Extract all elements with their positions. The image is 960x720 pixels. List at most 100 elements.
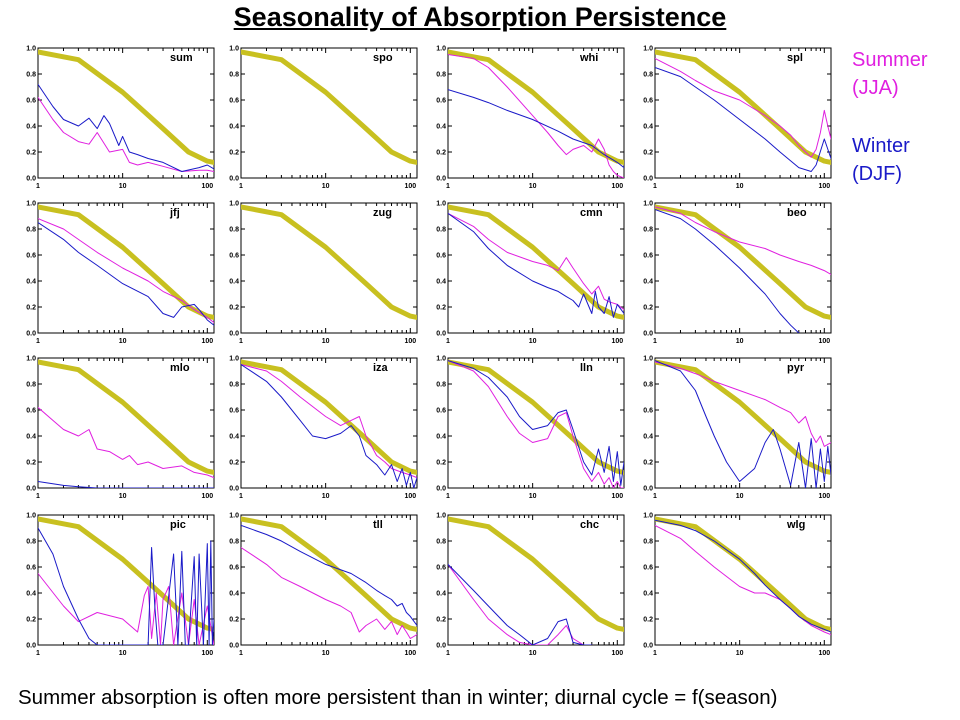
x-tick-label: 10	[529, 183, 537, 190]
y-tick-label: 0.0	[436, 176, 446, 183]
summer-line	[38, 406, 214, 479]
y-tick-label: 0.2	[436, 460, 446, 467]
panel-lln: 0.0 0.2 0.4 0.6 0.8 1.0 1 10 100 lln	[436, 356, 625, 500]
summer-line	[241, 547, 417, 639]
y-tick-label: 0.0	[643, 176, 653, 183]
y-tick-label: 0.6	[643, 98, 653, 105]
site-label-jfj: jfj	[169, 207, 180, 219]
x-tick-label: 1	[239, 183, 243, 190]
y-tick-label: 0.8	[26, 382, 36, 389]
y-tick-label: 0.4	[643, 124, 653, 131]
winter-line	[655, 67, 831, 172]
y-tick-label: 0.8	[643, 382, 653, 389]
site-label-spo: spo	[373, 52, 393, 64]
y-tick-label: 0.4	[229, 124, 239, 131]
summer-line	[655, 524, 831, 636]
y-tick-label: 0.2	[229, 617, 239, 624]
summer-line	[448, 360, 624, 488]
panel-mlo: 0.0 0.2 0.4 0.6 0.8 1.0 1 10 100 mlo	[26, 356, 215, 500]
y-tick-label: 0.8	[643, 539, 653, 546]
y-tick-label: 1.0	[643, 356, 653, 363]
site-label-cmn: cmn	[580, 207, 603, 219]
y-tick-label: 0.8	[436, 539, 446, 546]
y-tick-label: 1.0	[26, 46, 36, 53]
y-tick-label: 0.2	[643, 460, 653, 467]
panel-frame	[240, 357, 418, 489]
winter-line	[655, 519, 831, 633]
panel-tll: 0.0 0.2 0.4 0.6 0.8 1.0 1 10 100 tll	[229, 513, 418, 657]
x-tick-label: 100	[611, 183, 623, 190]
site-label-beo: beo	[787, 207, 807, 219]
y-tick-label: 0.4	[436, 591, 446, 598]
x-tick-label: 10	[529, 650, 537, 657]
reference-line	[655, 49, 831, 165]
x-tick-label: 1	[239, 493, 243, 500]
y-tick-label: 0.6	[26, 253, 36, 260]
panel-frame	[240, 47, 418, 179]
y-tick-label: 0.4	[643, 279, 653, 286]
panel-frame	[447, 357, 625, 489]
y-tick-label: 1.0	[643, 201, 653, 208]
x-tick-label: 100	[818, 650, 830, 657]
y-tick-label: 0.8	[26, 72, 36, 79]
y-tick-label: 0.8	[229, 227, 239, 234]
x-tick-label: 100	[818, 338, 830, 345]
y-tick-label: 0.6	[229, 408, 239, 415]
y-tick-label: 1.0	[436, 201, 446, 208]
x-tick-label: 1	[446, 493, 450, 500]
y-tick-label: 1.0	[229, 201, 239, 208]
winter-line	[241, 524, 417, 626]
winter-line	[448, 89, 624, 169]
y-tick-label: 0.0	[229, 176, 239, 183]
y-tick-label: 0.4	[26, 279, 36, 286]
legend-winter-season: (DJF)	[852, 163, 902, 185]
panel-pic: 0.0 0.2 0.4 0.6 0.8 1.0 1 10 100 pic	[26, 513, 215, 657]
y-tick-label: 0.0	[643, 486, 653, 493]
x-tick-label: 1	[239, 650, 243, 657]
reference-line	[38, 49, 214, 165]
y-tick-label: 0.4	[436, 279, 446, 286]
x-tick-label: 100	[404, 183, 416, 190]
y-tick-label: 0.4	[26, 124, 36, 131]
x-tick-label: 1	[653, 493, 657, 500]
panel-beo: 0.0 0.2 0.4 0.6 0.8 1.0 1 10 100 beo	[643, 201, 832, 345]
site-label-lln: lln	[580, 362, 593, 374]
summer-line	[241, 364, 417, 479]
site-label-zug: zug	[373, 207, 392, 219]
y-tick-label: 1.0	[26, 201, 36, 208]
x-tick-label: 100	[404, 493, 416, 500]
panel-frame	[37, 47, 215, 179]
legend-winter: Winter (DJF)	[852, 132, 910, 188]
x-tick-label: 1	[653, 183, 657, 190]
panel-frame	[654, 514, 832, 646]
legend-summer: Summer (JJA)	[852, 46, 928, 102]
x-tick-label: 1	[446, 338, 450, 345]
y-tick-label: 0.2	[436, 617, 446, 624]
y-tick-label: 0.4	[436, 434, 446, 441]
y-tick-label: 0.2	[436, 305, 446, 312]
x-tick-label: 100	[404, 650, 416, 657]
reference-line	[38, 359, 214, 475]
y-tick-label: 0.8	[643, 227, 653, 234]
reference-line	[448, 359, 624, 475]
y-tick-label: 0.0	[643, 331, 653, 338]
site-label-sum: sum	[170, 52, 193, 64]
y-tick-label: 0.0	[26, 486, 36, 493]
site-label-pic: pic	[170, 519, 186, 531]
y-tick-label: 0.2	[26, 460, 36, 467]
winter-line	[38, 527, 214, 645]
y-tick-label: 0.4	[229, 591, 239, 598]
winter-line	[655, 360, 831, 488]
y-tick-label: 0.6	[643, 408, 653, 415]
y-tick-label: 0.6	[229, 98, 239, 105]
y-tick-label: 1.0	[436, 356, 446, 363]
x-tick-label: 100	[201, 493, 213, 500]
y-tick-label: 0.0	[643, 643, 653, 650]
summer-line	[448, 212, 624, 311]
panel-frame	[654, 202, 832, 334]
y-tick-label: 0.4	[26, 434, 36, 441]
site-label-wlg: wlg	[786, 519, 805, 531]
reference-line	[241, 204, 417, 320]
panel-pyr: 0.0 0.2 0.4 0.6 0.8 1.0 1 10 100 pyr	[643, 356, 832, 500]
